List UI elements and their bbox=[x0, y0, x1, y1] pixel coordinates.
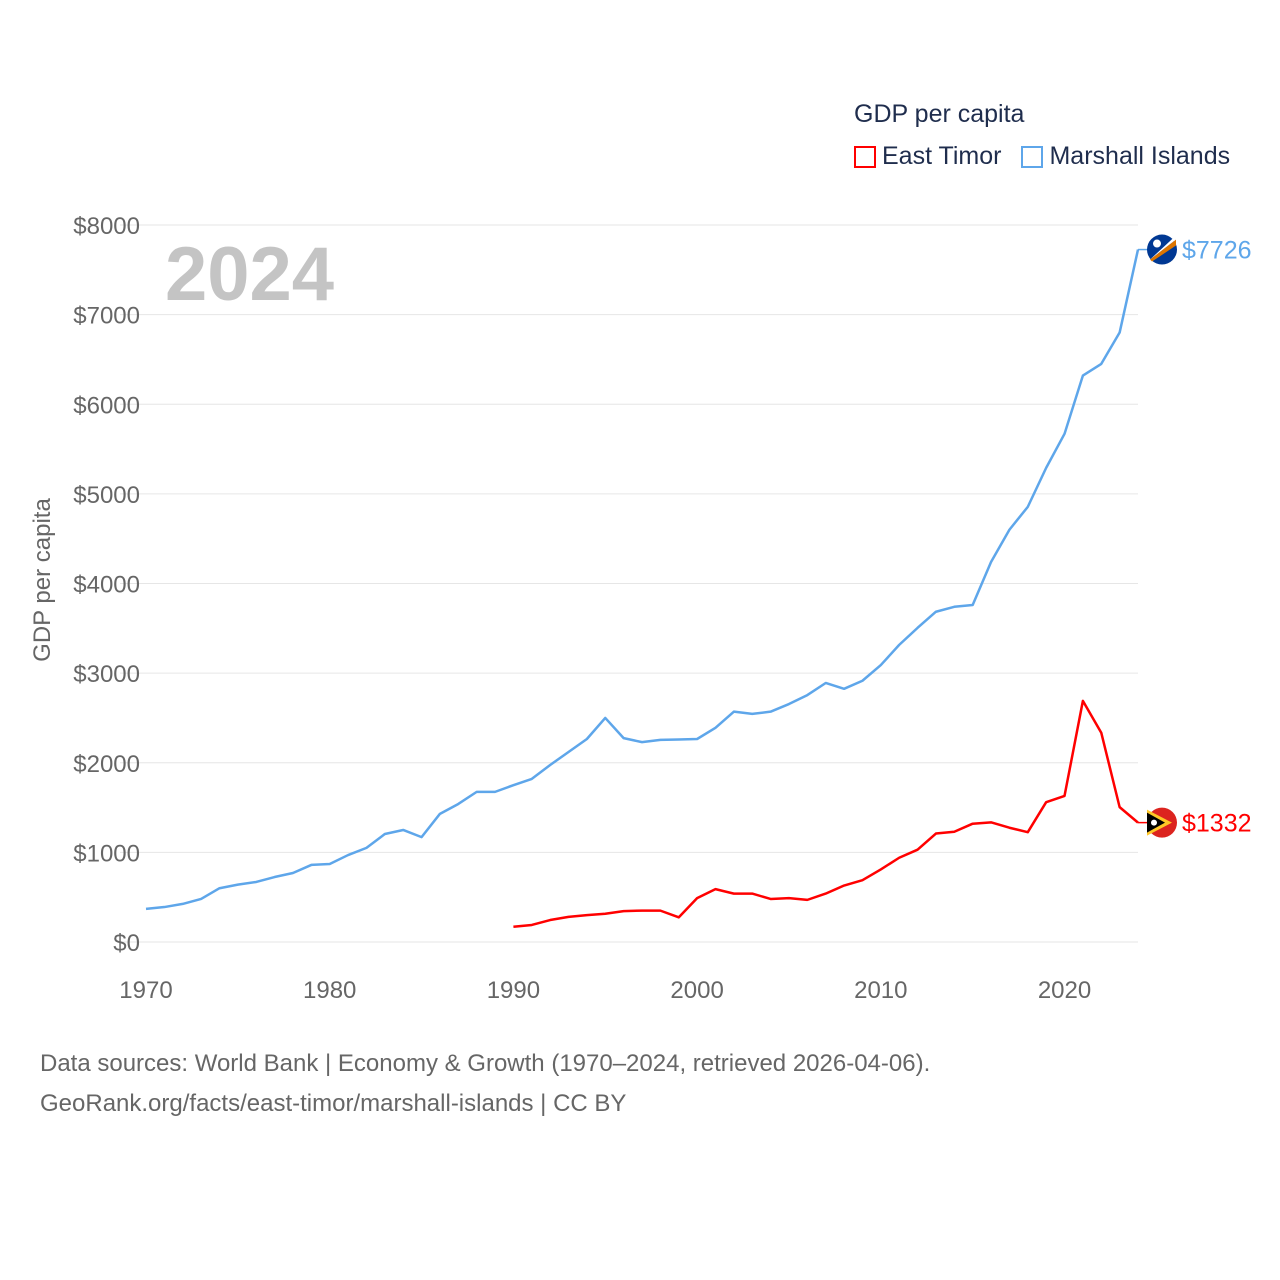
legend: East Timor Marshall Islands bbox=[854, 142, 1230, 171]
legend-item-marshall-islands[interactable]: Marshall Islands bbox=[1021, 142, 1230, 171]
east-timor-flag-icon bbox=[1147, 807, 1177, 838]
legend-item-east-timor[interactable]: East Timor bbox=[854, 142, 1001, 171]
x-tick-label: 2020 bbox=[1038, 977, 1091, 1004]
legend-swatch bbox=[1021, 145, 1044, 168]
y-tick-label: $5000 bbox=[73, 482, 140, 509]
legend-swatch bbox=[854, 145, 876, 168]
data-source-text: Data sources: World Bank | Economy & Gro… bbox=[40, 1050, 931, 1077]
y-tick-label: $1000 bbox=[73, 840, 140, 867]
end-value-label: $7726 bbox=[1182, 237, 1252, 265]
marshall-islands-flag-icon bbox=[1147, 234, 1177, 265]
x-tick-label: 2010 bbox=[854, 977, 907, 1004]
y-tick-label: $6000 bbox=[73, 392, 140, 419]
y-tick-label: $3000 bbox=[73, 661, 140, 688]
y-tick-label: $2000 bbox=[73, 751, 140, 778]
legend-title: GDP per capita bbox=[854, 100, 1025, 128]
legend-label: Marshall Islands bbox=[1049, 142, 1231, 170]
series-line-marshall-islands bbox=[145, 249, 1140, 911]
x-tick-label: 2000 bbox=[670, 977, 723, 1004]
y-tick-label: $4000 bbox=[73, 572, 140, 599]
x-tick-label: 1970 bbox=[119, 977, 172, 1004]
y-tick-label: $0 bbox=[113, 930, 140, 957]
series-line-east-timor bbox=[513, 699, 1139, 929]
end-value-label: $1332 bbox=[1182, 810, 1252, 838]
footer: Data sources: World Bank | Economy & Gro… bbox=[40, 1044, 930, 1124]
x-tick-label: 1980 bbox=[303, 977, 356, 1004]
year-label: 2024 bbox=[165, 232, 334, 317]
attribution-link[interactable]: GeoRank.org/facts/east-timor/marshall-is… bbox=[40, 1090, 627, 1117]
y-tick-label: $8000 bbox=[73, 213, 140, 240]
legend-label: East Timor bbox=[882, 142, 1002, 170]
x-tick-label: 1990 bbox=[487, 977, 540, 1004]
y-axis-label: GDP per capita bbox=[29, 498, 56, 662]
y-tick-label: $7000 bbox=[73, 303, 140, 330]
